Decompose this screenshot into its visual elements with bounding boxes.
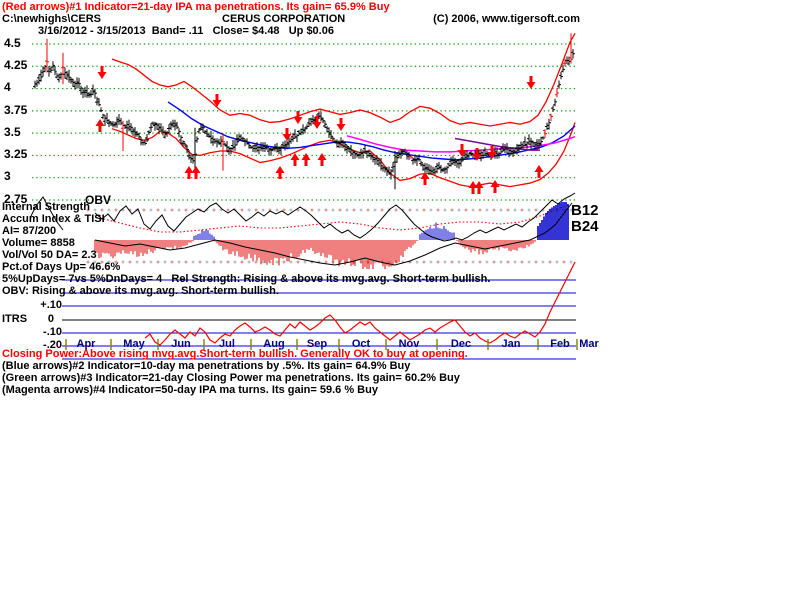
itrs-tick-m10: -.10	[43, 326, 62, 338]
month-label: Oct	[351, 338, 371, 350]
obv-label: OBV	[85, 193, 112, 207]
itrs-tick-m20: -.20	[43, 339, 62, 351]
month-label: Apr	[76, 338, 96, 350]
month-label: Jan	[501, 338, 521, 350]
stat-line: Accum Index & TISI	[2, 213, 105, 225]
itrs-tick-p10: +.10	[40, 299, 62, 311]
itrs-line	[144, 261, 576, 346]
plus-mark-rows	[86, 208, 573, 264]
itrs-tick-zero: 0	[47, 313, 54, 325]
date-range-quote: 3/16/2012 - 3/15/2013 Band= .11 Close= $…	[38, 25, 334, 37]
price-tick-label: 3	[4, 169, 11, 183]
sell-arrows	[97, 66, 536, 161]
stat-line: Volume= 8858	[2, 237, 75, 249]
footer-line: (Blue arrows)#2 Indicator=10-day ma pene…	[2, 360, 411, 372]
stat-line: Vol/Vol 50 DA= 2.3	[2, 249, 97, 261]
itrs-label: ITRS	[2, 313, 28, 325]
price-tick-label: 3.25	[4, 147, 28, 161]
month-ticks	[65, 339, 578, 350]
file-path: C:\newhighs\CERS	[2, 13, 102, 25]
b12-label: B12	[571, 202, 599, 219]
month-label: May	[123, 338, 145, 350]
footer-line: Closing Power:Above rising mvg.avg.Short…	[2, 348, 468, 360]
month-label: Jun	[171, 338, 191, 350]
accum-blue-bars	[193, 222, 455, 240]
price-tick-label: 4.5	[4, 36, 21, 50]
month-label: Dec	[450, 338, 472, 350]
indicator1-legend: (Red arrows)#1 Indicator=21-day IPA ma p…	[2, 1, 390, 13]
itrs-gridlines	[62, 279, 576, 360]
footer-line: (Magenta arrows)#4 Indicator=50-day IPA …	[2, 384, 378, 396]
price-tick-label: 4	[4, 80, 11, 94]
closing-power-line	[94, 202, 573, 266]
b24-label: B24	[571, 218, 599, 235]
month-label: Aug	[263, 338, 285, 350]
company-title: CERUS CORPORATION	[222, 13, 346, 25]
copyright: (C) 2006, www.tigersoft.com	[433, 13, 580, 25]
stat-line: Pct.of Days Up= 46.6%	[2, 261, 121, 273]
obv-surge-bars	[537, 202, 569, 240]
buy-arrows	[95, 119, 544, 194]
stat-line: AI= 87/200	[2, 225, 57, 237]
price-bands-and-mas	[111, 32, 576, 188]
month-label: Mar	[579, 338, 599, 350]
obv-red-ma	[99, 203, 571, 233]
price-tick-label: 4.25	[4, 58, 28, 72]
month-label: Nov	[398, 338, 420, 350]
price-gridlines	[32, 43, 576, 201]
month-label: Jul	[219, 338, 235, 350]
ohlc-bars	[33, 33, 575, 190]
stat-line: Internal Strength	[2, 201, 91, 213]
stat-line: 5%UpDays= 7vs 5%DnDays= 4 Rel Strength: …	[2, 273, 491, 285]
price-tick-label: 2.75	[4, 192, 28, 206]
price-tick-label: 3.75	[4, 103, 28, 117]
footer-line: (Green arrows)#3 Indicator=21-day Closin…	[2, 372, 460, 384]
internal-strength-zigzag	[29, 196, 64, 231]
price-tick-label: 3.5	[4, 125, 21, 139]
stat-line: OBV: Rising & above its mvg.avg. Short-t…	[2, 285, 279, 297]
accum-red-bars	[94, 240, 536, 269]
month-label: Sep	[306, 338, 328, 350]
month-label: Feb	[550, 338, 570, 350]
obv-line	[94, 192, 576, 242]
